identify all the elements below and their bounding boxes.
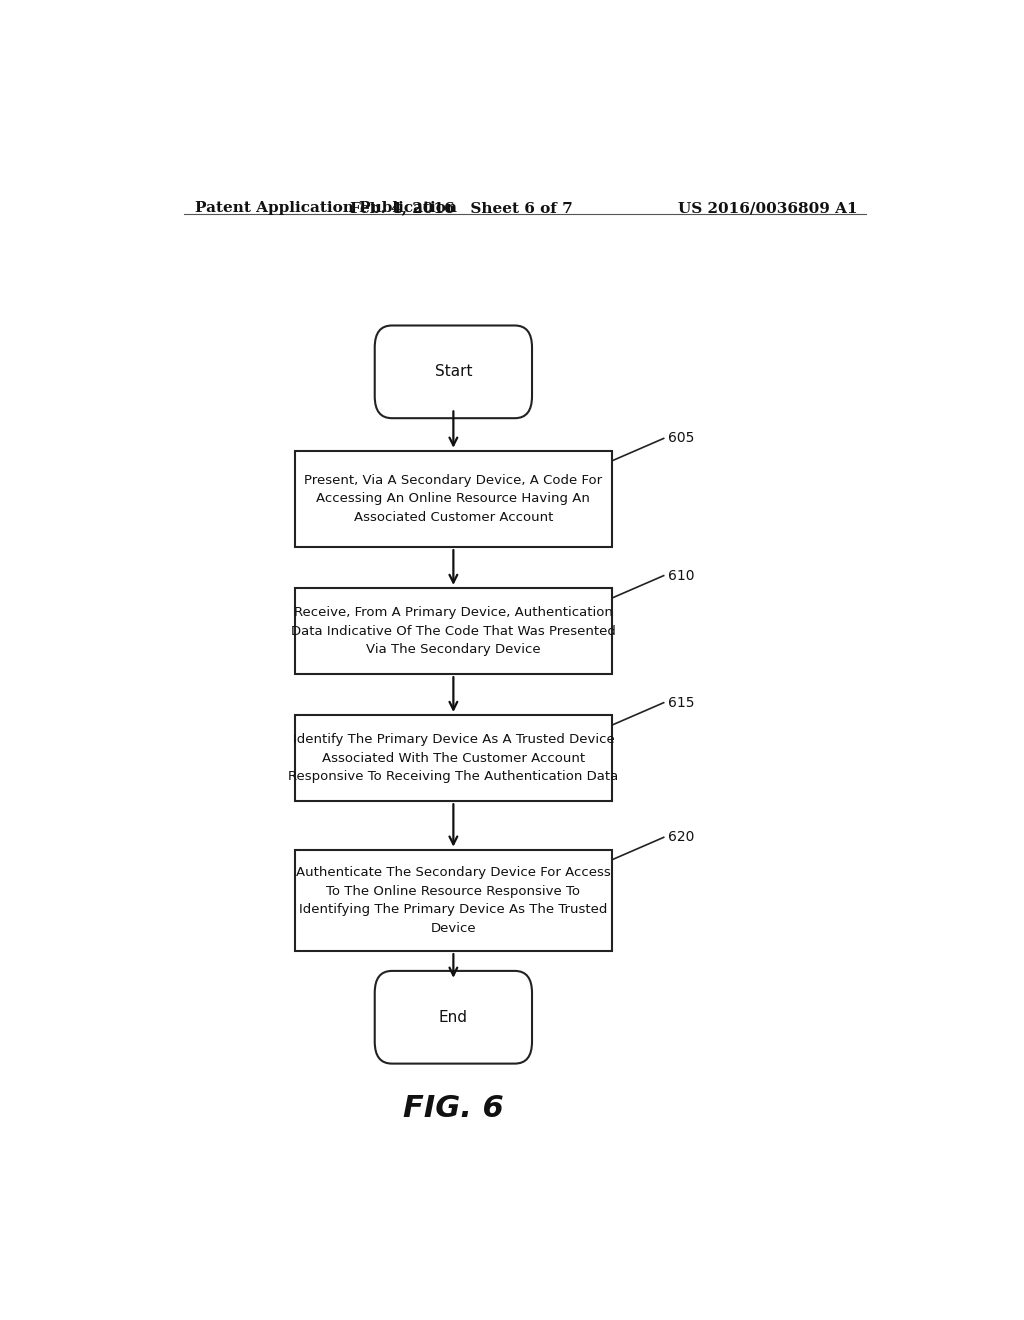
Text: Start: Start — [434, 364, 472, 379]
Text: Patent Application Publication: Patent Application Publication — [196, 201, 458, 215]
Bar — [295, 587, 612, 675]
Text: End: End — [439, 1010, 468, 1024]
Text: 605: 605 — [669, 432, 695, 445]
Text: 620: 620 — [669, 830, 695, 845]
FancyBboxPatch shape — [375, 326, 532, 418]
Text: Present, Via A Secondary Device, A Code For
Accessing An Online Resource Having : Present, Via A Secondary Device, A Code … — [304, 474, 602, 524]
Text: FIG. 6: FIG. 6 — [403, 1094, 504, 1123]
Text: Authenticate The Secondary Device For Access
To The Online Resource Responsive T: Authenticate The Secondary Device For Ac… — [296, 866, 610, 935]
Text: 615: 615 — [669, 696, 695, 710]
Text: Feb. 4, 2016   Sheet 6 of 7: Feb. 4, 2016 Sheet 6 of 7 — [350, 201, 572, 215]
FancyBboxPatch shape — [375, 972, 532, 1064]
Bar — [295, 850, 612, 952]
Bar — [295, 450, 612, 548]
Text: US 2016/0036809 A1: US 2016/0036809 A1 — [679, 201, 858, 215]
Text: Receive, From A Primary Device, Authentication
Data Indicative Of The Code That : Receive, From A Primary Device, Authenti… — [291, 606, 615, 656]
Bar — [295, 715, 612, 801]
Text: Identify The Primary Device As A Trusted Device
Associated With The Customer Acc: Identify The Primary Device As A Trusted… — [288, 733, 618, 783]
Text: 610: 610 — [669, 569, 695, 582]
